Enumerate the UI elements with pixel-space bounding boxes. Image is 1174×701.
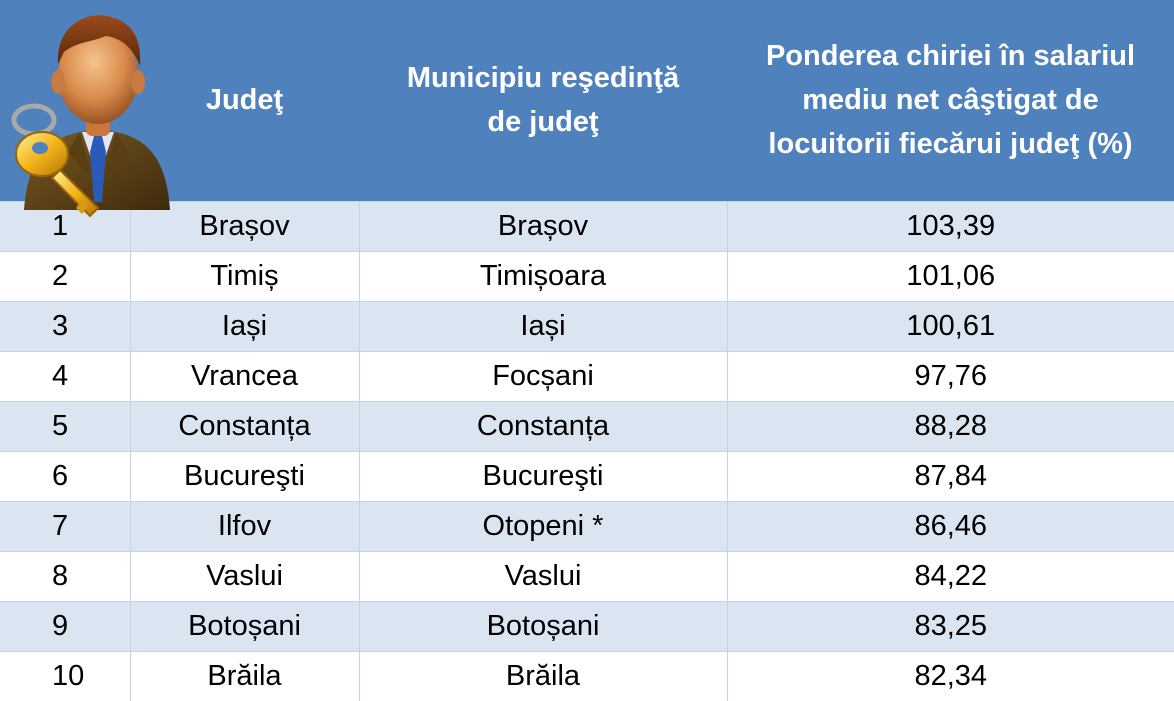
county-cell: Vrancea — [130, 350, 360, 401]
rank-cell: 8 — [0, 550, 131, 601]
county-cell: Bucureşti — [130, 450, 360, 501]
header-share-line3: locuitorii fiecărui judeţ (%) — [768, 128, 1133, 161]
city-cell: Otopeni * — [359, 500, 728, 551]
rank-cell: 7 — [0, 500, 131, 551]
county-cell: Iași — [130, 300, 360, 351]
county-cell: Botoșani — [130, 600, 360, 651]
table-header-row: Judeţ Municipiu reşedinţă de judeţ Ponde… — [0, 0, 1174, 218]
rank-cell: 6 — [0, 450, 131, 501]
rent-share-cell: 101,06 — [727, 250, 1174, 301]
city-cell: Botoșani — [359, 600, 728, 651]
table-row: 9 Botoșani Botoșani 83,25 — [0, 600, 1174, 651]
table-row: 8 Vaslui Vaslui 84,22 — [0, 550, 1174, 601]
rank-cell: 10 — [0, 650, 131, 701]
rank-cell: 4 — [0, 350, 131, 401]
county-cell: Timiș — [130, 250, 360, 301]
rank-cell: 9 — [0, 600, 131, 651]
header-icon-cell — [0, 0, 170, 218]
county-cell: Ilfov — [130, 500, 360, 551]
header-city: Municipiu reşedinţă de judeţ — [359, 0, 727, 201]
table-row: 4 Vrancea Focșani 97,76 — [0, 350, 1174, 401]
rank-cell: 2 — [0, 250, 131, 301]
city-cell: Iași — [359, 300, 728, 351]
county-cell: Brăila — [130, 650, 360, 701]
rent-share-cell: 86,46 — [727, 500, 1174, 551]
table-row: 5 Constanța Constanța 88,28 — [0, 400, 1174, 451]
header-city-line2: de judeţ — [487, 106, 599, 139]
city-cell: Brăila — [359, 650, 728, 701]
header-rent-share: Ponderea chiriei în salariul mediu net c… — [727, 0, 1174, 201]
rent-share-cell: 100,61 — [727, 300, 1174, 351]
table-row: 1 Brașov Brașov 103,39 — [0, 200, 1174, 251]
rent-share-cell: 83,25 — [727, 600, 1174, 651]
table-row: 10 Brăila Brăila 82,34 — [0, 650, 1174, 701]
rent-share-cell: 82,34 — [727, 650, 1174, 701]
rent-share-cell: 97,76 — [727, 350, 1174, 401]
rank-cell: 5 — [0, 400, 131, 451]
county-cell: Constanța — [130, 400, 360, 451]
header-city-line1: Municipiu reşedinţă — [406, 62, 680, 95]
rent-share-cell: 87,84 — [727, 450, 1174, 501]
city-cell: Bucureşti — [359, 450, 728, 501]
table-row: 2 Timiș Timișoara 101,06 — [0, 250, 1174, 301]
city-cell: Focșani — [359, 350, 728, 401]
header-share-line1: Ponderea chiriei în salariul — [765, 40, 1136, 73]
county-cell: Vaslui — [130, 550, 360, 601]
businessman-with-key-icon — [2, 2, 174, 220]
rank-cell: 3 — [0, 300, 131, 351]
table-row: 7 Ilfov Otopeni * 86,46 — [0, 500, 1174, 551]
city-cell: Timișoara — [359, 250, 728, 301]
city-cell: Vaslui — [359, 550, 728, 601]
header-share-line2: mediu net câştigat de — [802, 84, 1099, 117]
table-row: 6 Bucureşti Bucureşti 87,84 — [0, 450, 1174, 501]
city-cell: Brașov — [359, 200, 728, 251]
rent-share-cell: 103,39 — [727, 200, 1174, 251]
rent-share-cell: 88,28 — [727, 400, 1174, 451]
rent-share-cell: 84,22 — [727, 550, 1174, 601]
table-row: 3 Iași Iași 100,61 — [0, 300, 1174, 351]
header-county: Judeţ — [205, 84, 284, 117]
city-cell: Constanța — [359, 400, 728, 451]
